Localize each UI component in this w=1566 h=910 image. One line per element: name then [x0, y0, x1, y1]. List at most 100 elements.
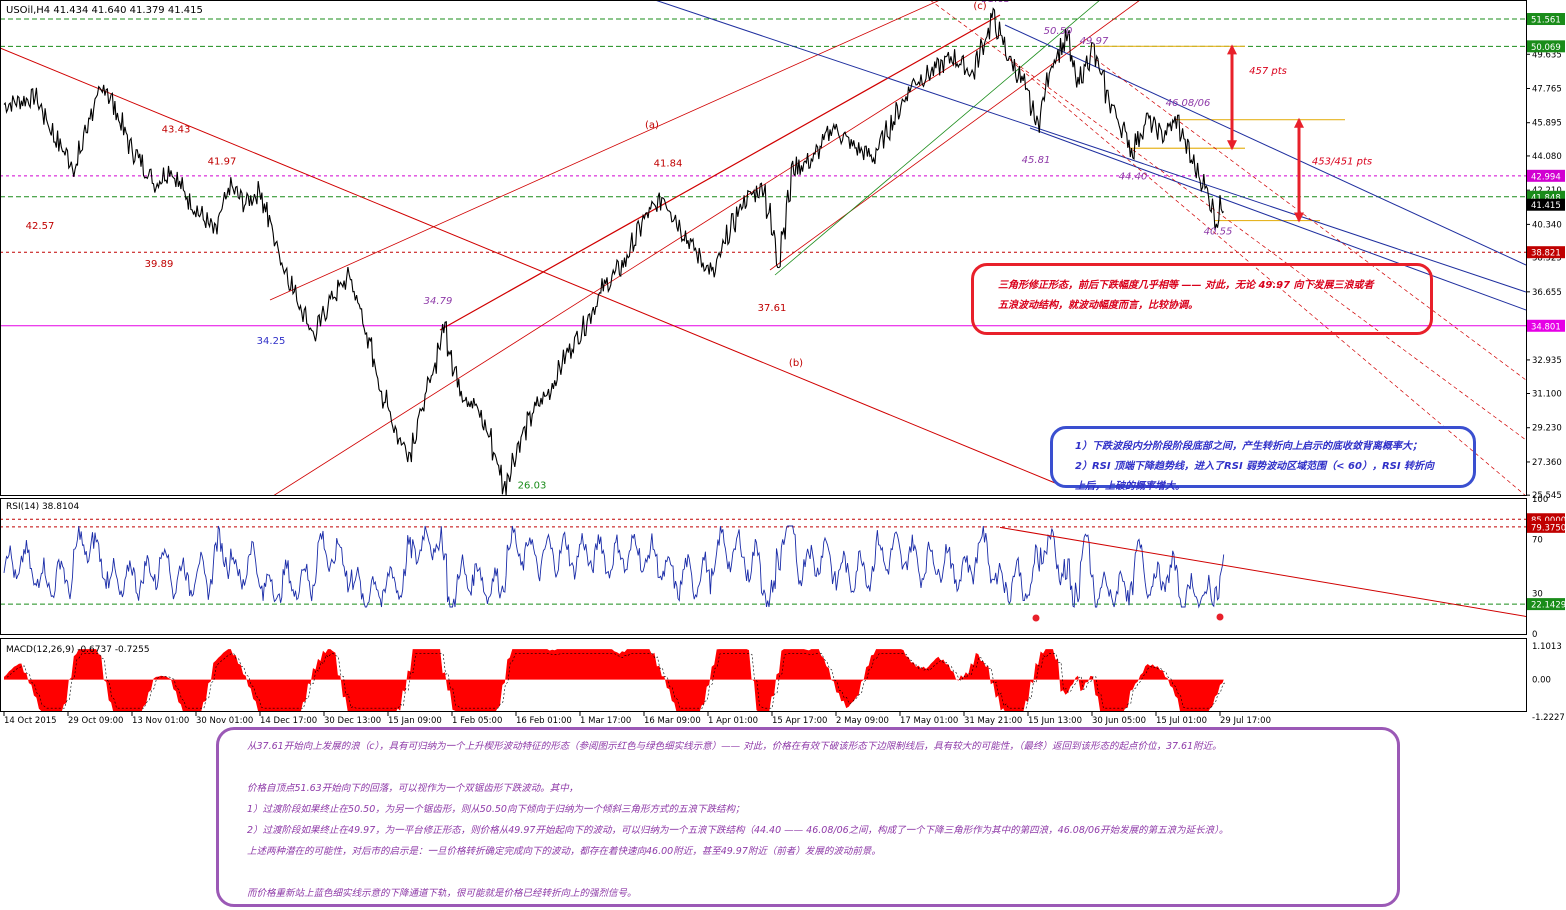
- wave-label: 40.55: [1204, 226, 1233, 237]
- arrow-457-head: [1227, 140, 1237, 151]
- macd-label: MACD(12,26,9) -0.6737 -0.7255: [6, 645, 150, 655]
- rsi-layer: [0, 518, 1526, 622]
- price-tick-label: 27.360: [1532, 458, 1562, 468]
- rsi-tick-label: 0: [1532, 630, 1537, 640]
- time-tick-label: 17 May 01:00: [900, 716, 958, 726]
- wave-label: 34.79: [424, 296, 453, 307]
- trend-line: [769, 0, 1141, 271]
- wave-label: 453/451 pts: [1312, 157, 1372, 168]
- macd-layer: [4, 649, 1226, 712]
- price-tag-label: 34.801: [1531, 322, 1561, 332]
- wave-label: (a): [645, 120, 659, 131]
- trend-line: [1029, 127, 1526, 311]
- note-line: [247, 757, 1397, 778]
- axis-layer: 49.63547.76545.89544.08042.21040.34038.5…: [0, 0, 1566, 726]
- price-pane-frame: [0, 0, 1527, 496]
- trend-line: [929, 0, 1526, 441]
- price-tag: [1527, 169, 1565, 182]
- time-tick-label: 30 Nov 01:00: [196, 716, 253, 726]
- rsi-series: [3, 525, 1225, 609]
- macd-pane-frame: [0, 638, 1527, 712]
- note-line: 1）过渡阶段如果终止在50.50，为另一个锯齿形，则从50.50向下倾向于归纳为…: [247, 804, 745, 815]
- note-line: 而价格重新站上蓝色细实线示意的下降通道下轨，很可能就是价格已经转折向上的强烈信号…: [247, 888, 637, 899]
- price-tick-label: 44.080: [1532, 152, 1562, 162]
- rsi-tick-label: 100: [1532, 495, 1548, 505]
- rsi-trend-line: [999, 526, 1526, 617]
- time-tick-label: 15 Apr 17:00: [772, 716, 827, 726]
- price-tick-label: 32.935: [1532, 356, 1562, 366]
- price-tag-label: 51.561: [1531, 16, 1561, 26]
- wave-label: 43.43: [162, 125, 191, 136]
- price-tick-label: 49.635: [1532, 50, 1562, 60]
- time-tick-label: 1 Apr 01:00: [708, 716, 758, 726]
- rsi-divergence-dot: [1216, 613, 1224, 621]
- wave-label: 39.89: [145, 259, 174, 270]
- price-pane: (c)51.63 50.50 49.97 46.08/06 457 pts 453/451…: [0, 0, 1526, 496]
- price-tag: [1527, 13, 1565, 26]
- time-tick-label: 2 May 09:00: [836, 716, 889, 726]
- note-line: 从37.61开始向上发展的浪（c），具有可归纳为一个上升楔形波动特征的形态（参阅…: [247, 741, 1222, 752]
- note-line: 三角形修正形态，前后下跌幅度几乎相等 —— 对此，无论 49.97 向下发展三浪…: [998, 280, 1374, 291]
- trend-line: [1009, 59, 1526, 496]
- price-tag-label: 38.821: [1531, 249, 1561, 259]
- note-line: 2）过渡阶段如果终止在49.97，为一平台修正形态，则价格从49.97开始起向下…: [247, 825, 1229, 836]
- trend-line: [654, 0, 1526, 293]
- trend-line: [0, 47, 1061, 486]
- time-tick-label: 1 Mar 17:00: [580, 716, 631, 726]
- macd-tick-label: 1.1013: [1532, 642, 1562, 652]
- time-tick-label: 14 Dec 17:00: [260, 716, 317, 726]
- price-tick-label: 38.525: [1532, 254, 1562, 264]
- note-rsi-divergence: 1）下跌波段内分阶段阶段底部之间，产生转折向上启示的底收敛背离概率大； 2）RS…: [1050, 426, 1476, 492]
- time-tick-label: 1 Feb 05:00: [452, 716, 502, 726]
- rsi-pane-frame: [0, 498, 1527, 635]
- price-tick-label: 45.895: [1532, 119, 1562, 129]
- symbol-header: USOil,H4 41.434 41.640 41.379 41.415: [6, 5, 203, 16]
- overlay-lines: [0, 0, 1526, 496]
- macd-tick-label: -1.2227: [1532, 713, 1565, 723]
- rsi-tick-label: 70: [1532, 536, 1543, 546]
- rsi-tag: [1527, 520, 1565, 533]
- price-tick-label: 36.655: [1532, 288, 1562, 298]
- note-wave-analysis: 从37.61开始向上发展的浪（c），具有可归纳为一个上升楔形波动特征的形态（参阅…: [216, 727, 1400, 907]
- note-line: 五浪波动结构，就波动幅度而言，比较协调。: [998, 300, 1198, 311]
- wave-label: 41.97: [208, 157, 237, 168]
- price-series: [3, 7, 1225, 496]
- macd-signal-line: [6, 653, 1226, 709]
- price-tag-label: 42.994: [1531, 172, 1561, 182]
- macd-histogram: [4, 649, 1224, 712]
- time-tick-label: 30 Dec 13:00: [324, 716, 381, 726]
- time-tick-label: 16 Mar 09:00: [644, 716, 701, 726]
- macd-tick-label: 0.00: [1532, 676, 1551, 686]
- time-tick-label: 29 Oct 09:00: [68, 716, 123, 726]
- wave-label: 42.57: [26, 221, 55, 232]
- price-tag-label: 41.848: [1531, 193, 1561, 203]
- price-tick-label: 25.545: [1532, 491, 1562, 501]
- rsi-divergence-dot: [1032, 614, 1040, 622]
- trend-line: [774, 0, 1101, 276]
- wave-label: (b): [789, 358, 803, 369]
- trend-line: [269, 0, 941, 301]
- note-line: [247, 862, 1397, 883]
- trend-line: [439, 14, 1001, 331]
- time-tick-label: 29 Jul 17:00: [1220, 716, 1271, 726]
- wave-label: (c): [973, 1, 986, 12]
- price-tag: [1527, 246, 1565, 259]
- note-line: 1）下跌波段内分阶段阶段底部之间，产生转折向上启示的底收敛背离概率大；: [1075, 441, 1422, 452]
- arrow-457-tail: [1227, 44, 1237, 55]
- arrow-453-tail: [1294, 117, 1304, 128]
- rsi-pane: [0, 518, 1526, 622]
- wave-label: 45.81: [1022, 155, 1051, 166]
- rsi-tag-label: 22.1429: [1531, 601, 1566, 611]
- note-line: 2）RSI 顶端下降趋势线，进入了RSI 弱势波动区域范围（< 60），RSI …: [1075, 461, 1435, 472]
- price-tag: [1527, 198, 1565, 211]
- time-tick-label: 15 Jan 09:00: [388, 716, 442, 726]
- wave-label: 50.50: [1044, 26, 1073, 37]
- price-tick-label: 31.100: [1532, 390, 1562, 400]
- macd-pane: [4, 649, 1226, 712]
- rsi-tick-label: 30: [1532, 590, 1543, 600]
- wave-label: 37.61: [758, 303, 787, 314]
- rsi-tag-label: 85.0000: [1531, 516, 1566, 526]
- rsi-tag: [1527, 598, 1565, 611]
- time-tick-label: 15 Jul 01:00: [1156, 716, 1207, 726]
